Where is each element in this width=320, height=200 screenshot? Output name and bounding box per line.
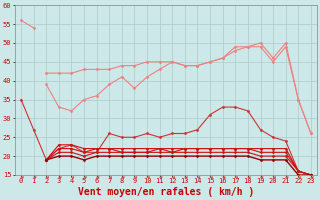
X-axis label: Vent moyen/en rafales ( km/h ): Vent moyen/en rafales ( km/h ) — [78, 187, 254, 197]
